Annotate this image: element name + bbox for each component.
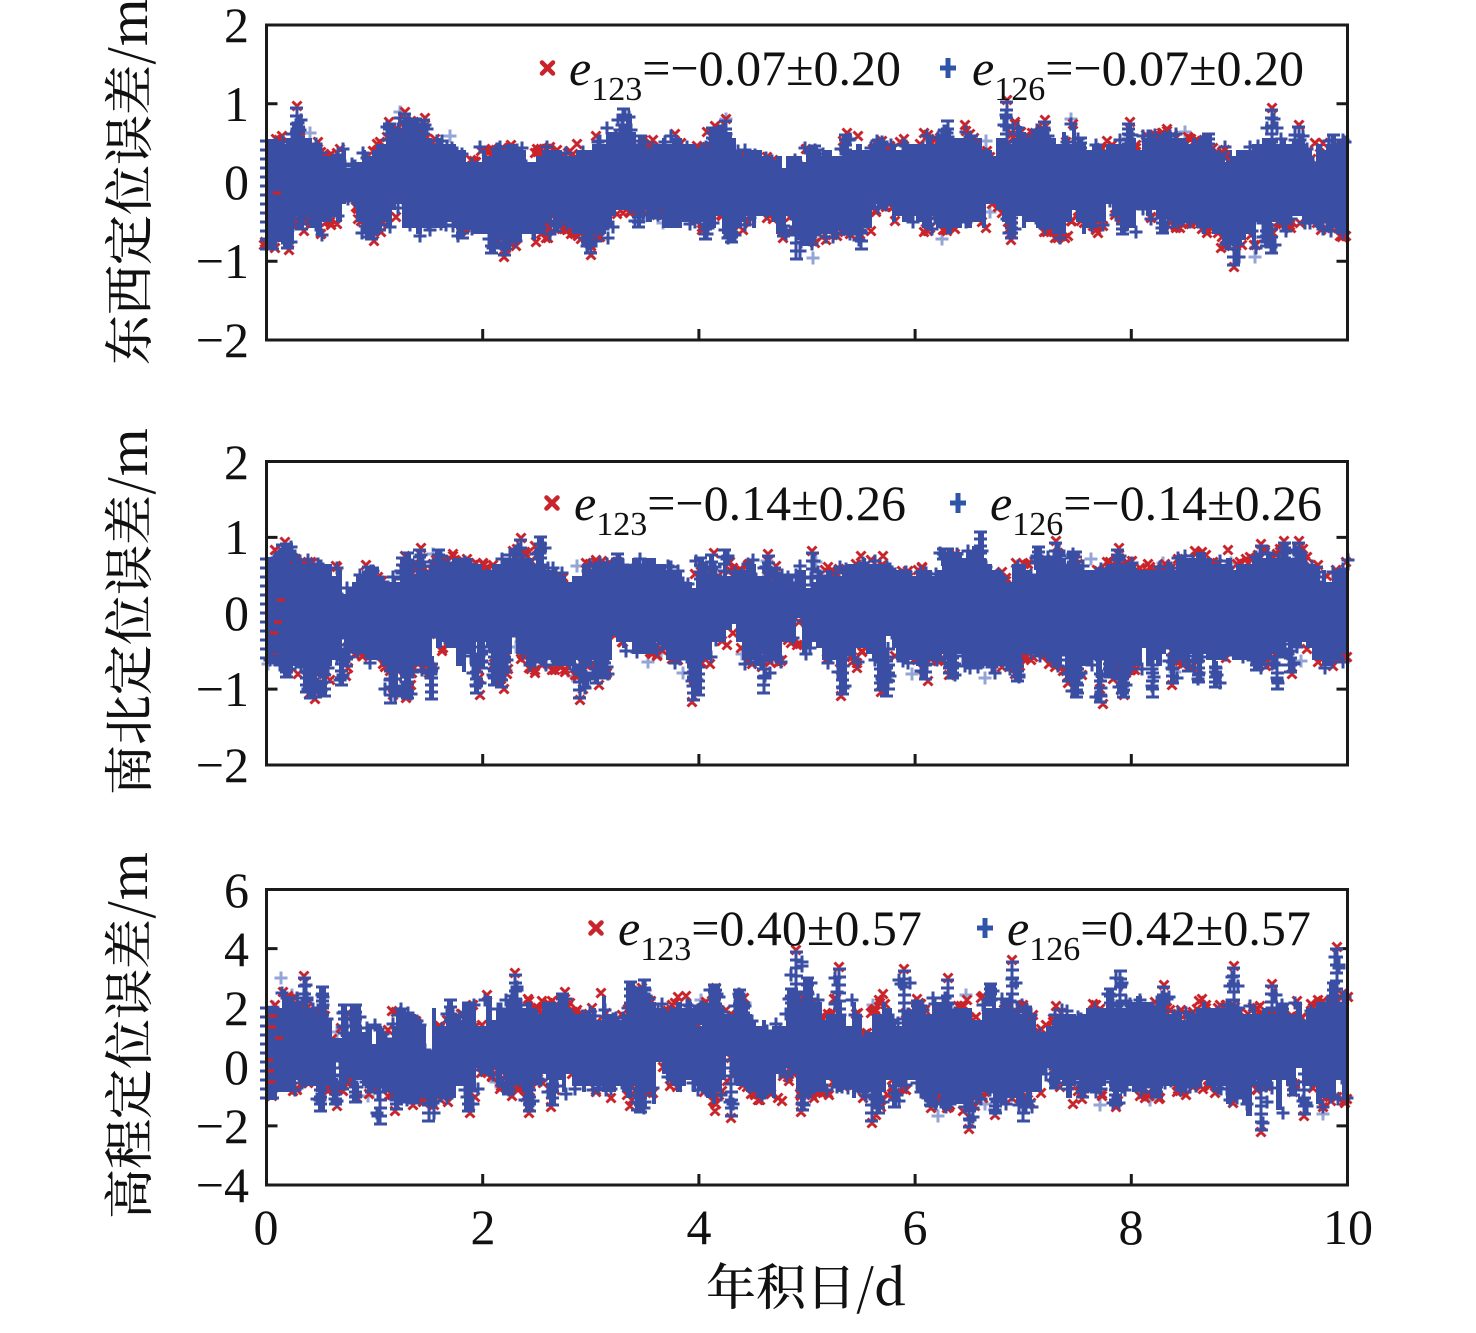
svg-text:e123=−0.14±0.26: e123=−0.14±0.26 <box>574 475 906 543</box>
svg-text:0: 0 <box>224 1039 249 1095</box>
svg-text:−2: −2 <box>196 1098 249 1154</box>
svg-text:10: 10 <box>1323 1199 1373 1255</box>
svg-text:2: 2 <box>224 434 249 490</box>
svg-text:6: 6 <box>903 1199 928 1255</box>
svg-text:e123=0.40±0.57: e123=0.40±0.57 <box>618 900 922 968</box>
svg-text:8: 8 <box>1119 1199 1144 1255</box>
svg-text:e123=−0.07±0.20: e123=−0.07±0.20 <box>569 40 901 108</box>
svg-text:e126=−0.14±0.26: e126=−0.14±0.26 <box>990 475 1322 543</box>
svg-text:0: 0 <box>224 585 249 641</box>
svg-text:2: 2 <box>224 0 249 53</box>
svg-text:e126=−0.07±0.20: e126=−0.07±0.20 <box>972 40 1304 108</box>
svg-text:4: 4 <box>224 921 249 977</box>
svg-text:e126=0.42±0.57: e126=0.42±0.57 <box>1007 900 1311 968</box>
svg-text:2: 2 <box>224 980 249 1036</box>
svg-text:2: 2 <box>471 1199 496 1255</box>
svg-text:1: 1 <box>224 509 249 565</box>
svg-text:0: 0 <box>254 1199 279 1255</box>
svg-text:4: 4 <box>687 1199 712 1255</box>
svg-text:0: 0 <box>224 154 249 210</box>
svg-text:−2: −2 <box>196 312 249 368</box>
svg-text:−2: −2 <box>196 737 249 793</box>
svg-text:6: 6 <box>224 862 249 918</box>
svg-text:−1: −1 <box>196 661 249 717</box>
svg-text:1: 1 <box>224 76 249 132</box>
svg-text:−1: −1 <box>196 233 249 289</box>
svg-text:−4: −4 <box>196 1157 249 1213</box>
